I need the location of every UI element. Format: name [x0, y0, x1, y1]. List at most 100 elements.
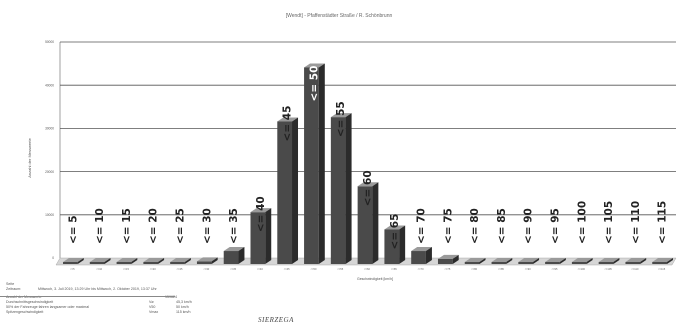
- bar-front: [545, 262, 560, 264]
- x-tick-label: <=15: [123, 267, 129, 271]
- bar-front: [116, 262, 132, 264]
- stats-row-v50: 50% der Fahrzeuge fahren langsamer oder …: [6, 305, 336, 310]
- y-tick-label: 0: [52, 256, 54, 260]
- bar-top: [437, 254, 459, 259]
- statistics-panel: Seite Zeitraum: Mittwoch, 3. Juli 2019, …: [6, 282, 336, 329]
- bar: [357, 182, 379, 264]
- overlay-label: <= 20: [148, 208, 160, 244]
- x-tick-label: <=70: [418, 267, 424, 271]
- bar-side: [131, 258, 138, 264]
- stats-value: 50 km/h: [176, 305, 189, 309]
- bar-front: [518, 262, 534, 264]
- bar-top: [384, 225, 406, 230]
- bar-top: [63, 258, 84, 262]
- bar: [491, 258, 513, 264]
- x-tick-label: <=110: [631, 267, 639, 271]
- bar-side: [586, 258, 593, 264]
- bar-side: [318, 63, 325, 264]
- bar-top: [89, 258, 111, 262]
- stats-value: 115 km/h: [176, 310, 191, 314]
- bar-top: [411, 247, 432, 252]
- x-tick-label: <=90: [525, 267, 531, 271]
- bar-top: [170, 258, 191, 262]
- bar-top: [491, 258, 513, 262]
- stats-label: 50% der Fahrzeuge fahren langsamer oder …: [6, 305, 90, 309]
- bar: [223, 247, 245, 264]
- bar-top: [598, 258, 620, 262]
- bar-top: [518, 258, 540, 262]
- stats-header-text: Seite: [6, 282, 15, 286]
- overlay-label: <= 5: [67, 215, 79, 244]
- bar-side: [452, 254, 459, 264]
- bar-top: [143, 258, 165, 262]
- bar: [464, 258, 486, 264]
- bar: [598, 258, 620, 264]
- bar-top: [223, 247, 245, 252]
- stats-abbr: Vmax: [149, 310, 159, 314]
- y-axis-label: Anzahl der Messwerte: [27, 137, 32, 177]
- y-tick-label: 40000: [45, 83, 54, 87]
- bar-side: [613, 258, 620, 264]
- x-tick-label: <=30: [203, 267, 209, 271]
- bar-front: [250, 212, 266, 264]
- x-tick-label: <=35: [230, 267, 236, 271]
- bar-top: [116, 258, 138, 262]
- bar: [89, 258, 111, 264]
- bar: [411, 247, 432, 264]
- stats-header: Seite: [6, 282, 336, 287]
- bar-side: [399, 225, 406, 264]
- bar-side: [77, 258, 84, 264]
- bar-front: [143, 262, 159, 264]
- bar: [571, 258, 593, 264]
- bar: [330, 113, 352, 265]
- x-tick-label: <=105: [604, 267, 612, 271]
- bar-front: [437, 258, 453, 264]
- bar-side: [666, 258, 673, 264]
- overlay-labels: <= 5 <= 10 <= 15 <= 20 <= 25 <= 30 <= 35 <= 40 <…: [67, 66, 668, 250]
- overlay-label: <= 45: [282, 106, 294, 142]
- bar-front: [384, 229, 400, 264]
- bar-side: [158, 258, 165, 264]
- overlay-label: <= 55: [335, 101, 347, 137]
- bar: [304, 63, 325, 264]
- stats-label: Spitzengeschwindigkeit: [6, 310, 44, 314]
- bar-side: [345, 113, 352, 265]
- bar-top: [571, 258, 593, 262]
- bar-side: [265, 208, 272, 264]
- x-tick-label: <=115: [658, 267, 666, 271]
- overlay-label: <= 25: [175, 208, 187, 244]
- overlay-label: <= 50: [308, 66, 320, 102]
- stats-label: Anzahl der Messwerte: [6, 295, 42, 299]
- bar-side: [211, 257, 218, 264]
- bar: [116, 258, 138, 264]
- y-tick-labels: 0 10000 20000 30000 40000 50000: [45, 40, 54, 260]
- x-tick-label: <=10: [96, 267, 102, 271]
- overlay-label: <= 75: [442, 208, 454, 244]
- bar: [652, 258, 673, 264]
- bar: [545, 258, 566, 264]
- bar-front: [464, 262, 480, 264]
- overlay-label: <= 85: [496, 208, 508, 244]
- bar-top: [196, 257, 218, 262]
- bar-front: [170, 262, 185, 264]
- bar-side: [425, 247, 432, 264]
- stats-value: Mittwoch, 3. Juli 2019, 13:29 Uhr bis Mi…: [38, 287, 157, 291]
- x-tick-label: <=95: [552, 267, 558, 271]
- bar: [170, 258, 191, 264]
- bar: [384, 225, 406, 264]
- x-tick-label: <=25: [177, 267, 183, 271]
- bar-front: [598, 262, 614, 264]
- bar-side: [559, 258, 566, 264]
- y-tick-label: 20000: [45, 170, 54, 174]
- y-tick-label: 50000: [45, 40, 54, 44]
- overlay-label: <= 10: [94, 208, 106, 244]
- bar-top: [464, 258, 486, 262]
- bar-top: [277, 117, 299, 122]
- bar: [250, 208, 272, 264]
- bar-side: [640, 258, 647, 264]
- overlay-label: <= 105: [603, 201, 615, 244]
- overlay-label: <= 60: [362, 170, 374, 206]
- overlay-label: <= 90: [523, 208, 535, 244]
- x-tick-label: <=60: [364, 267, 370, 271]
- bar-front: [89, 262, 105, 264]
